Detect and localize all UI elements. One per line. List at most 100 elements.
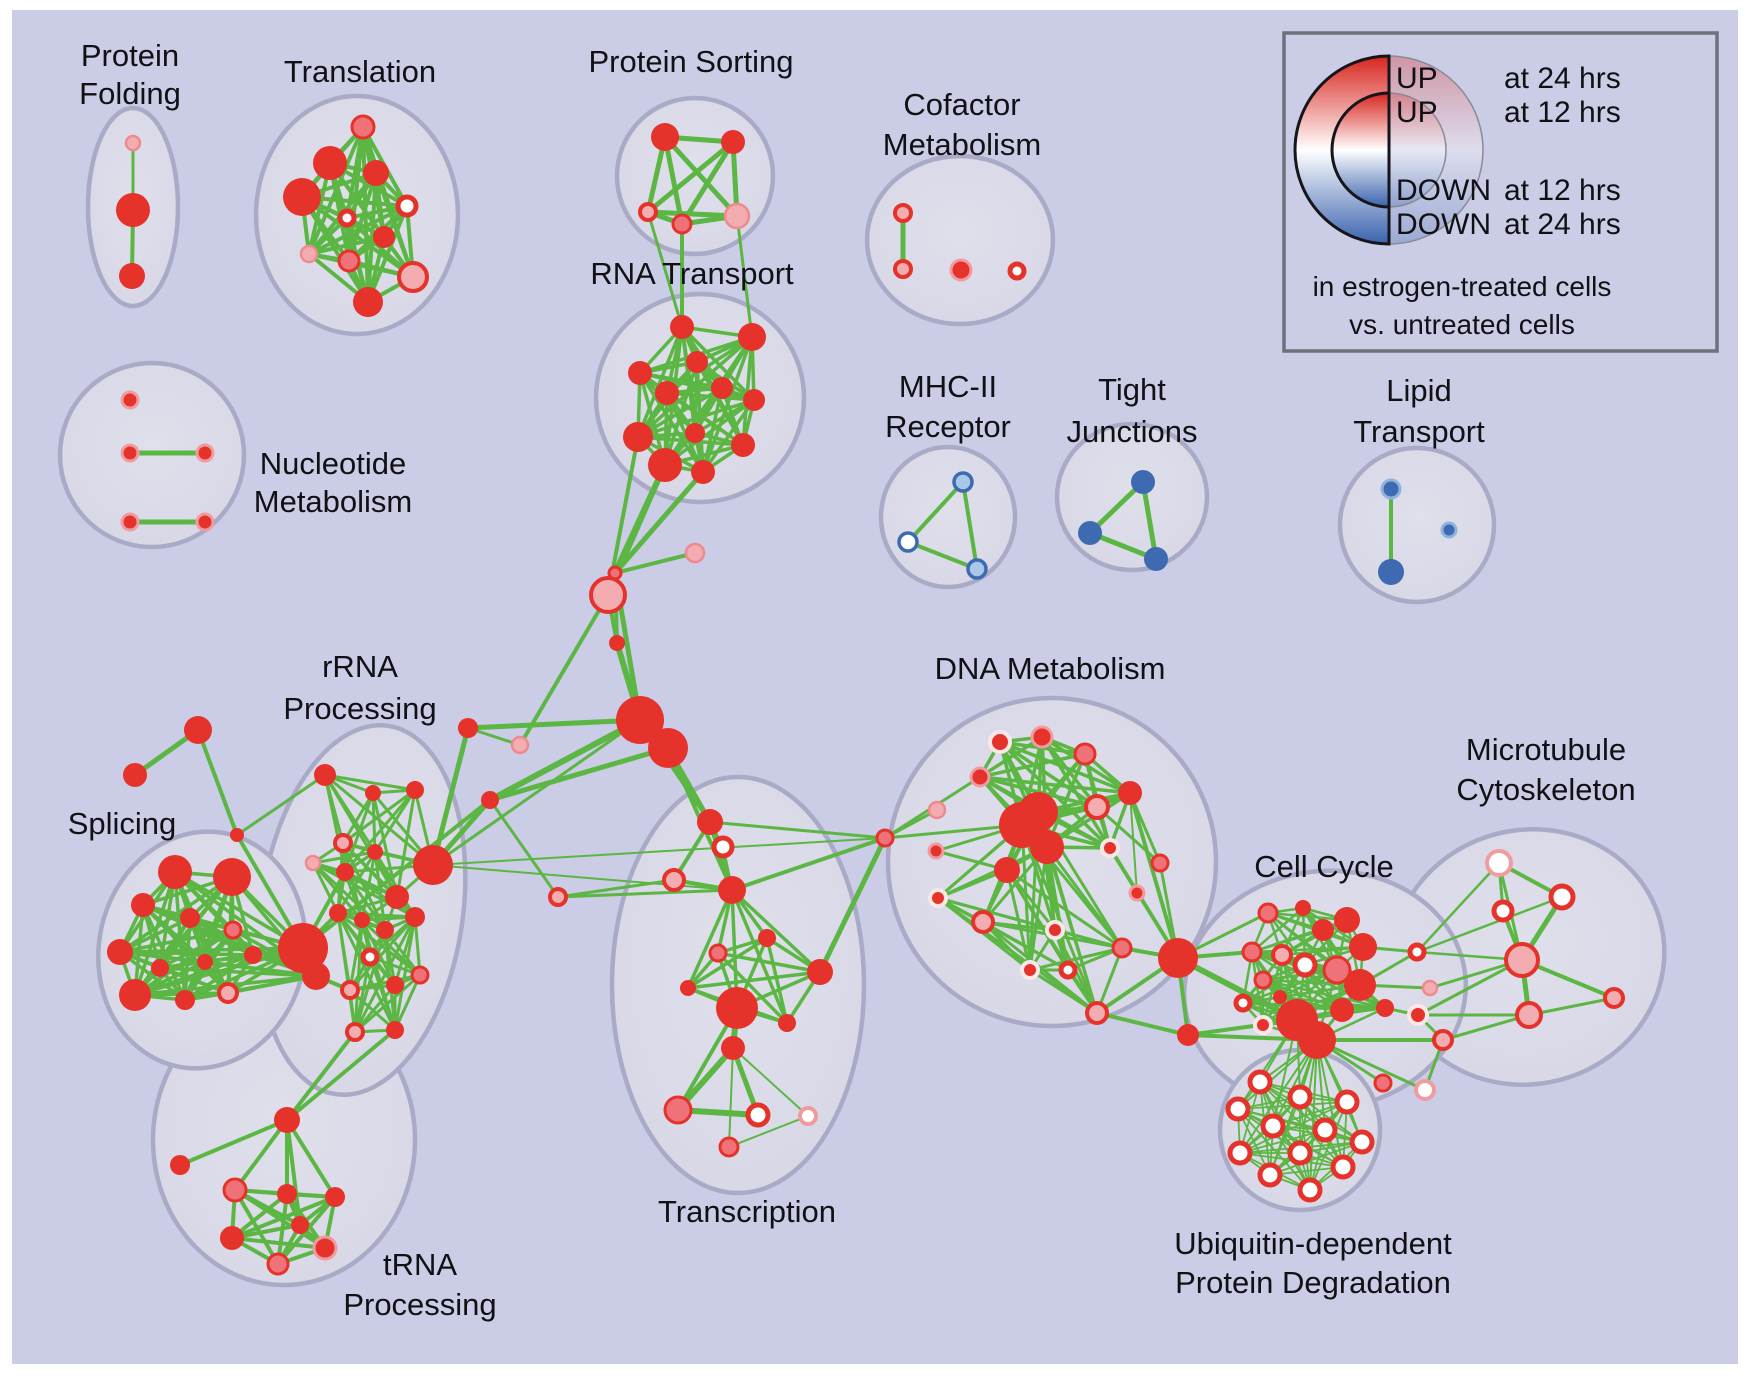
edge [728,1047,734,1148]
node [363,160,389,186]
node [217,982,239,1004]
edge [432,837,886,866]
node [691,460,715,484]
node [1287,1084,1313,1110]
node [718,876,746,904]
edge [906,540,979,571]
node [655,381,679,405]
edge [133,946,305,997]
node [1085,1001,1109,1025]
node [1330,1154,1356,1180]
edge [556,878,676,899]
node [721,130,745,154]
node [1349,1129,1375,1155]
edge [373,850,417,919]
node [609,635,625,651]
node [230,828,244,842]
node [807,959,833,985]
node [1271,944,1293,966]
node [711,835,735,859]
node [337,249,361,273]
node [1241,941,1263,963]
cluster-label-trna-processing: tRNA [383,1247,457,1282]
node [312,1235,338,1261]
node [1330,998,1354,1022]
node [697,809,723,835]
node [648,728,688,768]
node [1078,521,1102,545]
edge [730,836,887,892]
node [107,939,133,965]
node [928,888,948,908]
node [302,962,330,990]
node [969,766,991,788]
node [897,531,919,553]
node [397,261,429,293]
cluster-bubble-transcription [609,774,867,1196]
node [1378,559,1404,585]
edge [285,1118,302,1227]
node [893,203,913,223]
node [1118,781,1142,805]
node [623,422,653,452]
edge [301,798,492,950]
edge [978,775,1132,795]
node [548,887,568,907]
node [458,718,478,738]
edge [373,850,387,932]
edge [183,953,255,1002]
node [628,361,652,385]
edge [348,915,417,992]
node [360,947,380,967]
edge [708,820,887,840]
node [1058,960,1078,980]
node [1020,960,1040,980]
node [120,512,140,532]
node [1225,1096,1251,1122]
node [663,1095,693,1125]
edge [488,798,560,899]
node [723,202,751,230]
legend-direction-label: DOWN [1396,174,1491,207]
node [949,258,973,282]
node [336,863,354,881]
node [120,390,140,410]
node [743,389,765,411]
node [1253,970,1273,990]
cluster-label-microtubule-cytoskeleton: Cytoskeleton [1456,772,1635,807]
edge [1128,791,1180,960]
edge [662,134,685,227]
node [277,1184,297,1204]
node [1158,938,1198,978]
node [893,259,913,279]
edge [765,936,789,1025]
node [1515,1001,1543,1029]
node [481,791,499,809]
node [758,929,776,947]
node [718,1136,740,1158]
edge [393,973,422,1032]
edge [118,928,235,954]
node [798,1106,818,1126]
node [119,263,145,289]
legend-time-label: at 24 hrs [1504,62,1621,95]
edge [906,480,965,544]
edge [336,850,377,915]
node [405,907,425,927]
node [1421,979,1439,997]
cluster-label-cell-cycle: Cell Cycle [1254,849,1394,884]
edge [1527,996,1616,1017]
node [745,1102,771,1128]
node [1407,942,1427,962]
node [283,178,321,216]
node [1227,1140,1253,1166]
node [1298,1021,1336,1059]
edge [732,1047,809,1117]
edge [1416,958,1524,1017]
node [1485,849,1513,877]
node [708,943,728,963]
node [123,763,147,787]
cluster-label-protein-folding: Folding [79,76,181,111]
node [731,433,755,457]
cluster-label-mhc-ii-receptor: Receptor [885,409,1011,444]
